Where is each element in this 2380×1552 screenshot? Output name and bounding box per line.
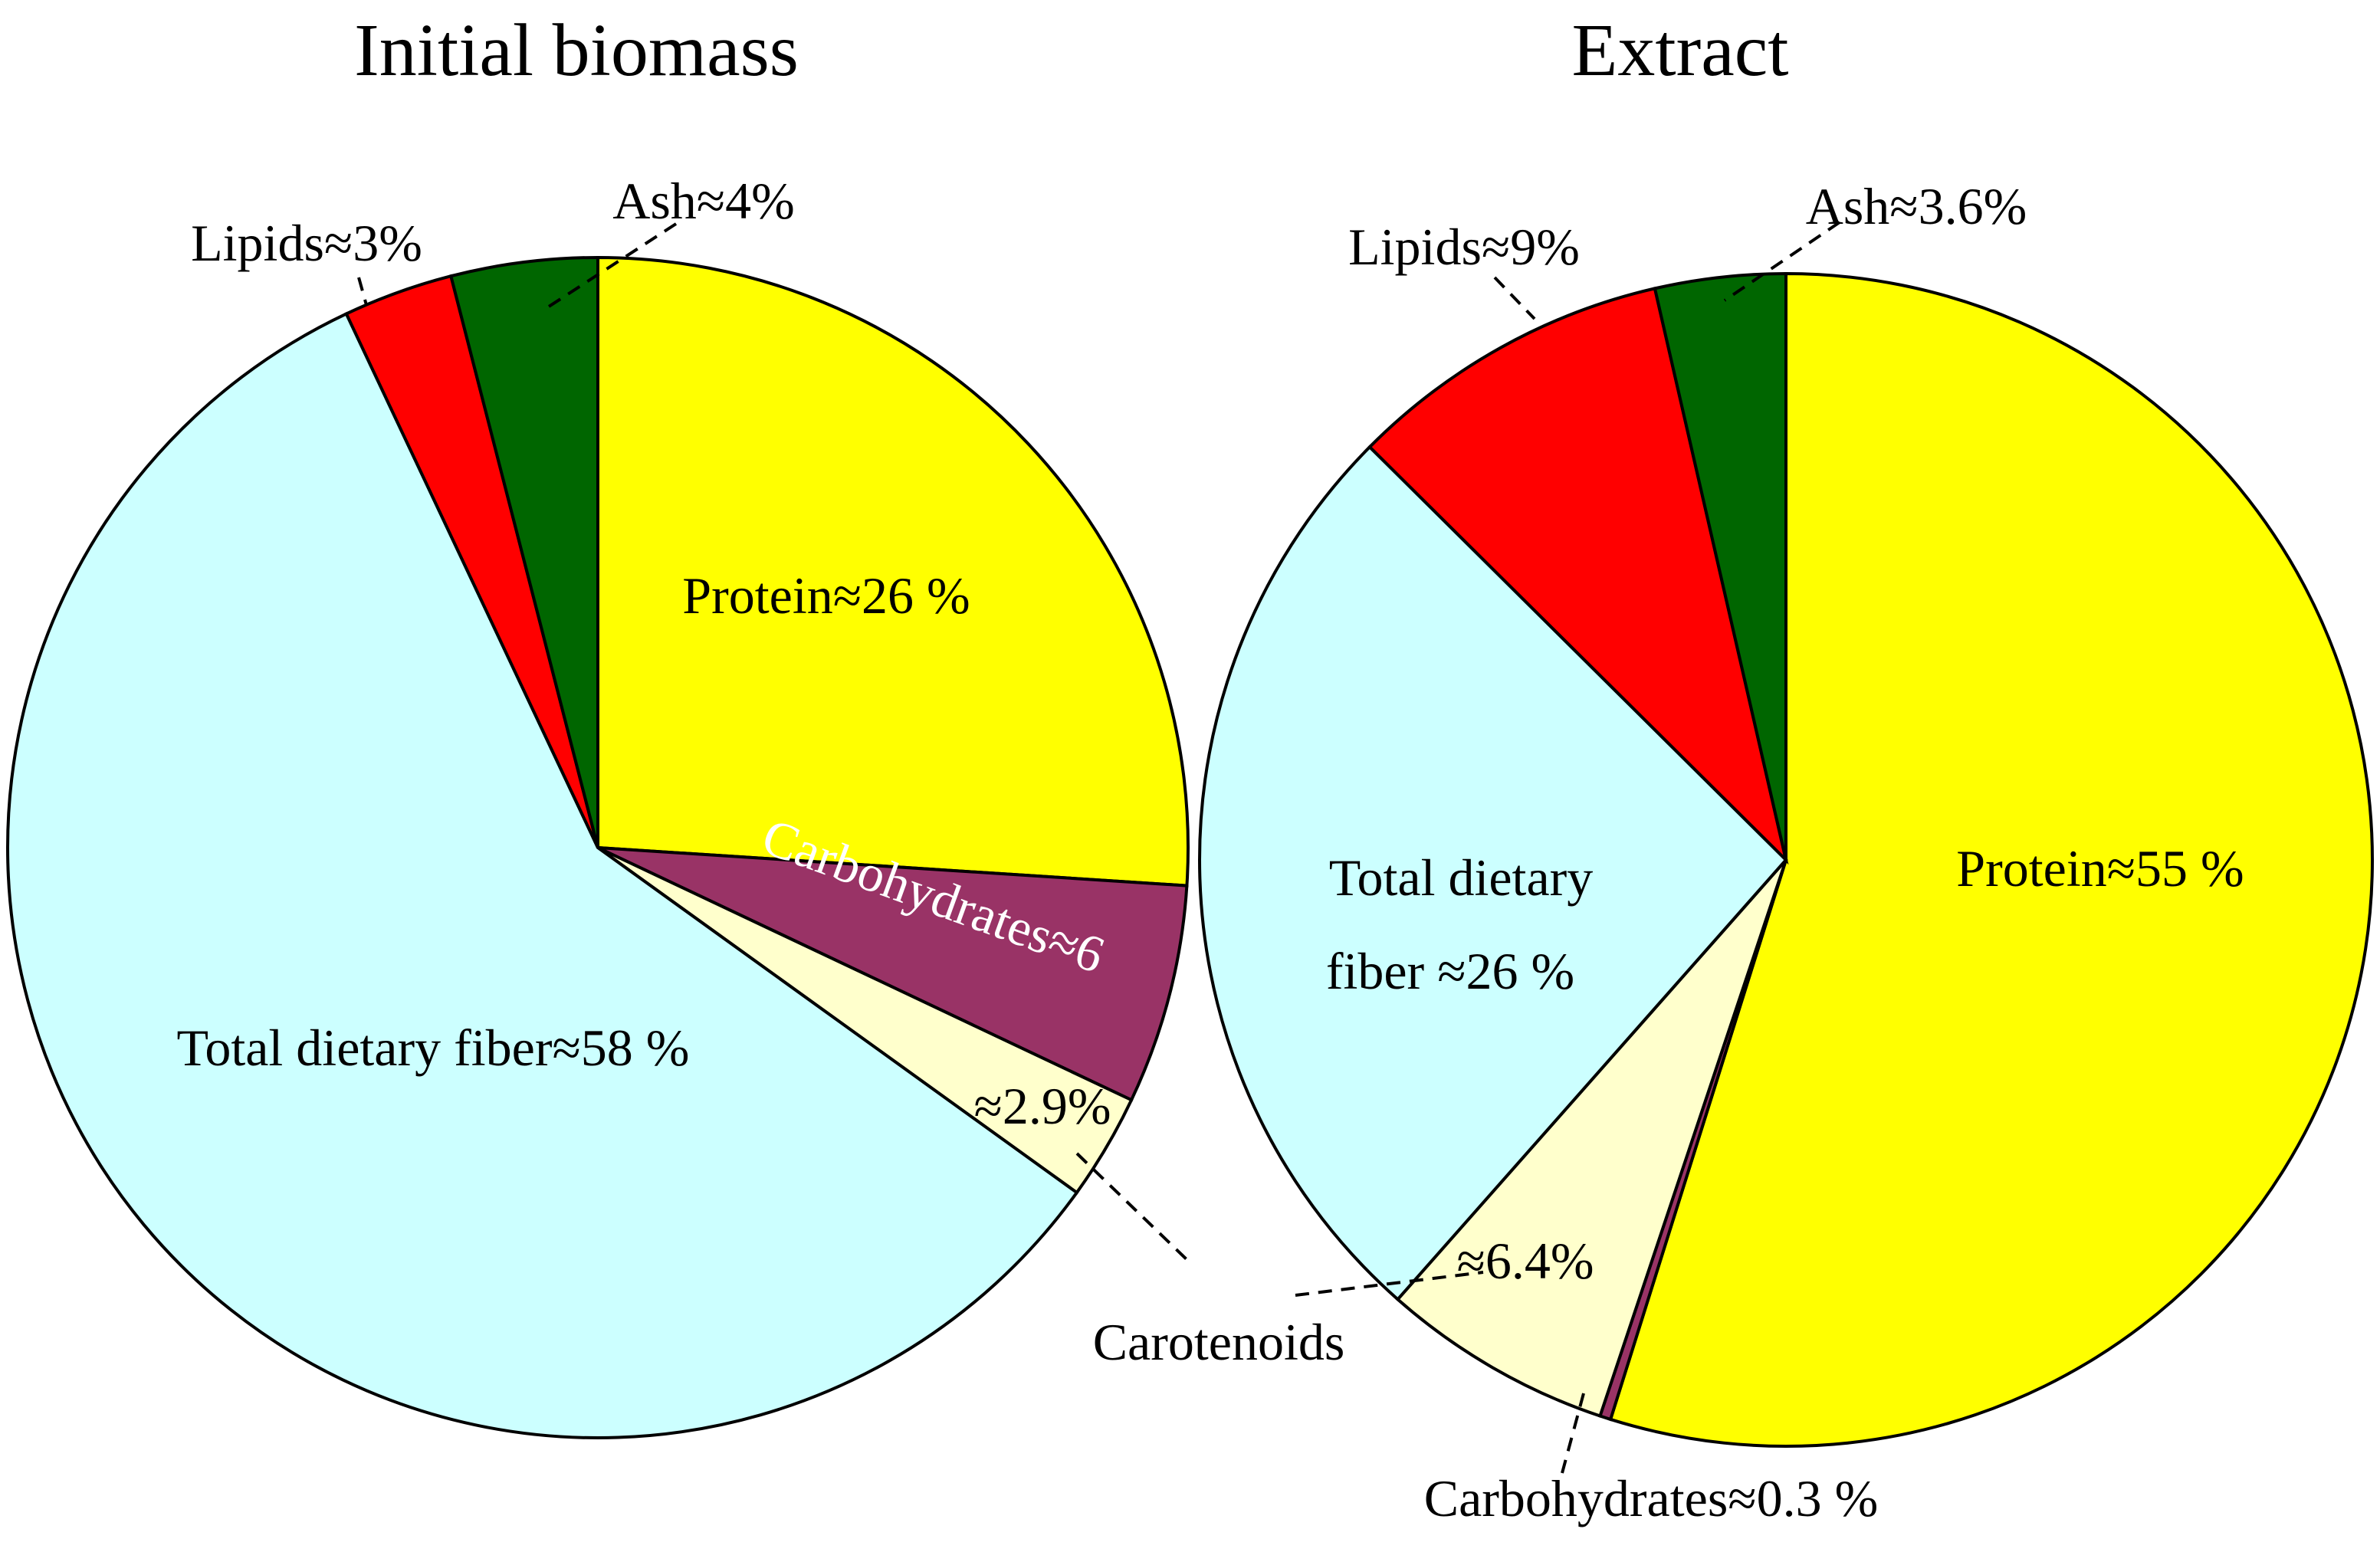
pie2-lipids-leader	[1493, 276, 1536, 320]
carotenoids-label: Carotenoids	[1093, 1313, 1345, 1371]
pie2-carotenoids-leader	[1295, 1271, 1484, 1297]
pie2-slice-ash	[1653, 271, 1787, 861]
pie1-label-carotenoids: ≈2.9%	[974, 1077, 1111, 1135]
pie1-slice-ash	[448, 255, 599, 848]
pie1-label-lipids: Lipids≈3%	[191, 214, 422, 272]
pie2-label-fiber-line1: Total dietary	[1329, 848, 1594, 907]
pie1-title: Initial biomass	[354, 9, 799, 92]
pie1	[6, 255, 1190, 1439]
pie2-slice-protein	[1608, 271, 2374, 1448]
pie1-label-ash: Ash≈4%	[612, 172, 795, 230]
pie2-label-fiber-line2: fiber ≈26 %	[1326, 942, 1574, 1000]
pie2-label-protein: Protein≈55 %	[1956, 839, 2244, 897]
pie2-label-carbohydrates: Carbohydrates≈0.3 %	[1424, 1469, 1879, 1527]
pie1-label-protein: Protein≈26 %	[682, 566, 970, 625]
pie1-label-fiber: Total dietary fiber≈58 %	[177, 1019, 690, 1077]
pie1-slice-carbohydrates	[597, 846, 1189, 1102]
pie2-label-ash: Ash≈3.6%	[1806, 177, 2027, 235]
pie1-lipids-leader	[357, 277, 368, 306]
pie1-slice-fiber	[6, 311, 1079, 1439]
pie2-slice-fiber	[1198, 445, 1788, 1302]
pie2-ash-leader	[1723, 221, 1841, 302]
pie2-slice-carotenoids	[1395, 858, 1787, 1419]
pie2-slice-lipids	[1367, 286, 1789, 865]
pie2	[1198, 271, 2374, 1448]
pie2-carbohydrates-leader	[1561, 1393, 1585, 1474]
pie1-slice-protein	[596, 255, 1190, 888]
pie2-label-carotenoids: ≈6.4%	[1457, 1232, 1594, 1290]
pie2-label-lipids: Lipids≈9%	[1348, 218, 1580, 276]
pie1-carotenoids-leader	[1075, 1152, 1190, 1262]
leader-lines	[357, 221, 1841, 1474]
pie2-title: Extract	[1572, 9, 1789, 92]
pie1-ash-leader	[547, 222, 678, 308]
